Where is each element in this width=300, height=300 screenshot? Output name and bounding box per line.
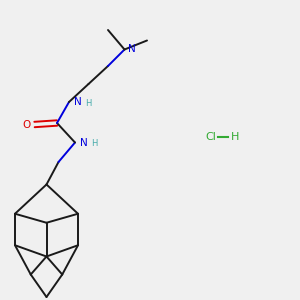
Text: H: H xyxy=(92,140,98,148)
Text: H: H xyxy=(85,99,92,108)
Text: O: O xyxy=(23,119,31,130)
Text: N: N xyxy=(80,137,88,148)
Text: Cl: Cl xyxy=(206,131,216,142)
Text: H: H xyxy=(231,131,239,142)
Text: N: N xyxy=(74,97,82,107)
Text: N: N xyxy=(128,44,136,55)
